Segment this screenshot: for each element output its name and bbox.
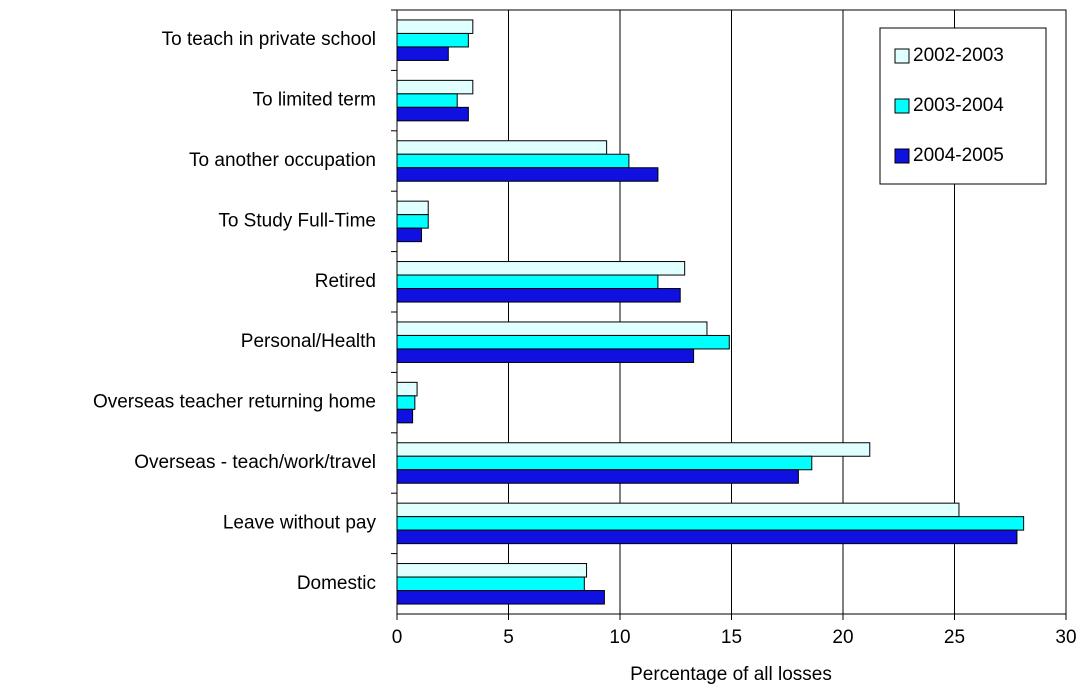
bar	[396, 261, 686, 276]
bar	[396, 469, 799, 484]
y-tick-label: Overseas teacher returning home	[93, 392, 376, 413]
y-tick-label: To Study Full-Time	[218, 210, 376, 231]
y-tick-label: Leave without pay	[223, 512, 377, 533]
x-tick-label: 0	[392, 627, 403, 648]
bar	[396, 576, 585, 592]
bar	[396, 200, 429, 216]
bar	[396, 167, 659, 182]
bar	[396, 274, 659, 290]
bar	[396, 455, 813, 471]
bar	[396, 321, 708, 336]
bar	[396, 502, 960, 518]
bar	[396, 227, 423, 243]
x-tick-label: 15	[721, 627, 742, 648]
x-axis-label: Percentage of all losses	[630, 664, 832, 685]
legend-swatch	[894, 148, 910, 164]
bar	[396, 93, 458, 108]
x-tick-label: 25	[944, 627, 965, 648]
bar	[396, 563, 588, 578]
legend-label: 2002-2003	[913, 45, 1004, 66]
y-tick-label: Retired	[315, 271, 376, 292]
bar	[396, 79, 474, 95]
bar	[396, 348, 695, 363]
bar	[396, 395, 416, 410]
y-tick-label: To teach in private school	[162, 29, 376, 50]
bar	[396, 140, 608, 155]
x-tick-label: 10	[609, 627, 630, 648]
x-tick-label: 5	[503, 627, 514, 648]
bar	[396, 214, 429, 229]
legend-label: 2003-2004	[913, 95, 1004, 116]
legend-swatch	[894, 48, 910, 64]
bar	[396, 529, 1018, 545]
bar	[396, 32, 469, 48]
bar	[396, 288, 681, 303]
bar	[396, 516, 1025, 531]
bar	[396, 334, 730, 350]
bar	[396, 46, 449, 61]
x-tick-label: 30	[1055, 627, 1076, 648]
legend-swatch	[894, 98, 910, 114]
legend-label: 2004-2005	[913, 145, 1004, 166]
bar	[396, 590, 605, 605]
y-tick-label: Overseas - teach/work/travel	[134, 452, 376, 473]
y-tick-label: To another occupation	[189, 150, 376, 171]
x-tick-label: 20	[832, 627, 853, 648]
bar	[396, 106, 469, 122]
y-tick-label: To limited term	[252, 90, 376, 111]
y-tick-label: Domestic	[297, 573, 376, 594]
bar	[396, 381, 418, 397]
bar	[396, 442, 871, 457]
y-tick-label: Personal/Health	[241, 331, 376, 352]
bar	[396, 19, 474, 34]
bar	[396, 153, 630, 169]
bar	[396, 408, 414, 424]
